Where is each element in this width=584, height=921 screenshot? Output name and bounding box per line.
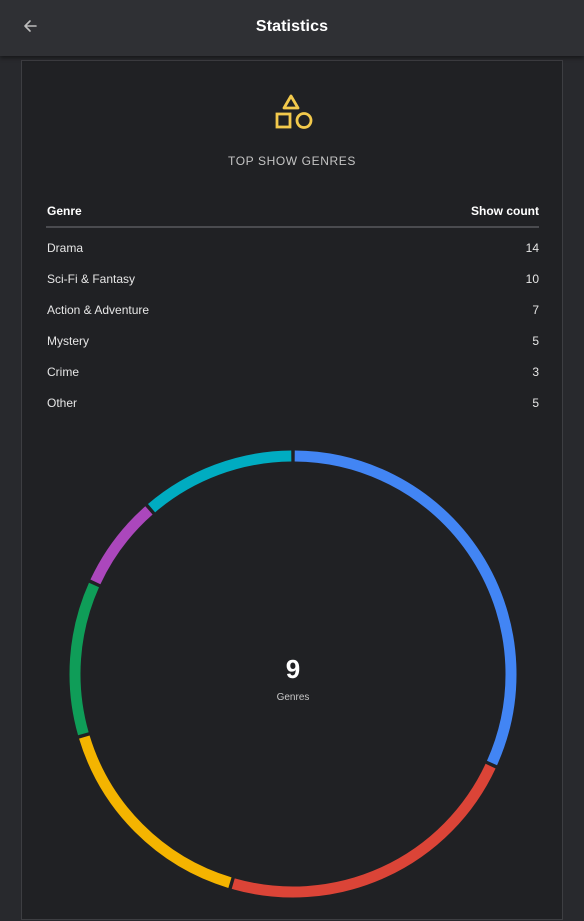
genre-total-label: Genres <box>276 692 310 703</box>
donut-segment <box>69 582 100 736</box>
genre-row: Sci-Fi & Fantasy 10 <box>46 272 539 303</box>
genre-row: Drama 14 <box>46 241 539 272</box>
genre-row: Action & Adventure 7 <box>46 303 539 334</box>
genre-list: Drama 14 Sci-Fi & Fantasy 10 Action & Ad… <box>46 241 539 427</box>
column-header-show-count: Show count <box>471 204 539 218</box>
genre-count: 5 <box>532 396 539 410</box>
donut-segment <box>147 450 292 513</box>
genre-name: Action & Adventure <box>47 303 150 317</box>
table-header: Genre Show count <box>46 204 539 228</box>
genre-row: Mystery 5 <box>46 334 539 365</box>
arrow-back-icon <box>22 18 38 39</box>
genre-count: 7 <box>532 303 539 317</box>
genre-name: Drama <box>47 241 84 255</box>
page-title: Statistics <box>255 18 329 35</box>
donut-segment <box>231 763 496 898</box>
genre-count: 10 <box>525 272 539 286</box>
genre-count: 5 <box>532 334 539 348</box>
genre-name: Mystery <box>47 334 89 348</box>
genre-row: Crime 3 <box>46 365 539 396</box>
column-header-genre: Genre <box>47 204 82 218</box>
donut-segment <box>90 506 153 585</box>
genre-name: Sci-Fi & Fantasy <box>47 272 136 286</box>
genre-count: 3 <box>532 365 539 379</box>
donut-segment <box>294 450 517 766</box>
statistics-card: TOP SHOW GENRES Genre Show count Drama 1… <box>21 60 563 920</box>
donut-segment <box>79 735 232 888</box>
back-button[interactable] <box>14 12 46 44</box>
genre-count: 14 <box>525 241 539 255</box>
genre-name: Other <box>47 396 78 410</box>
genre-total-count: 9 <box>285 654 301 684</box>
shapes-icon <box>271 89 317 135</box>
genre-donut-chart <box>69 450 517 898</box>
genre-row: Other 5 <box>46 396 539 427</box>
genre-name: Crime <box>47 365 79 379</box>
app-bar: Statistics <box>0 0 584 56</box>
section-title: TOP SHOW GENRES <box>228 154 356 168</box>
